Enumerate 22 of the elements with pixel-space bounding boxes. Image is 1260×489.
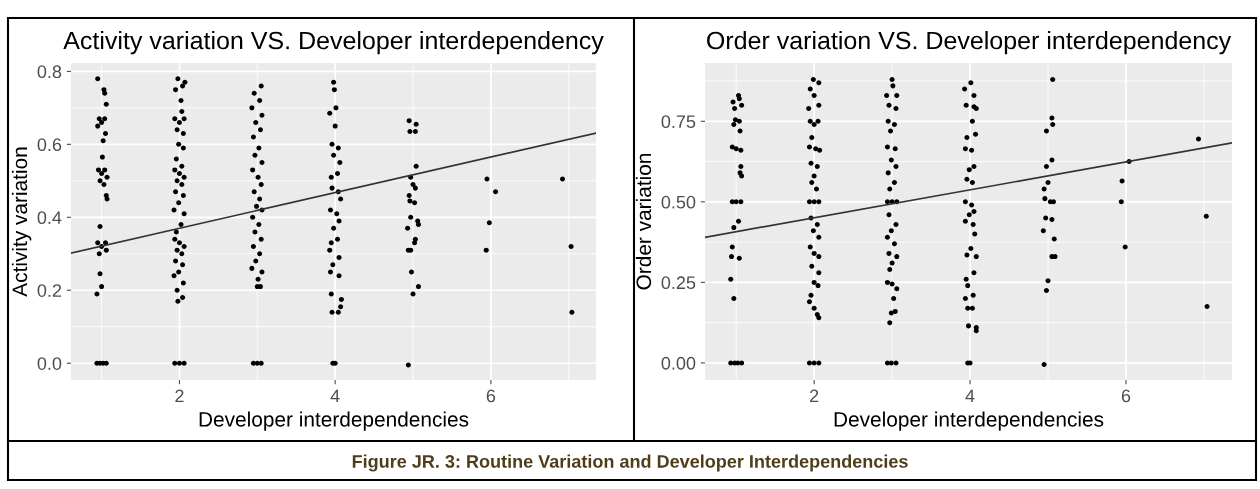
y-tick-label: 0.50 [661, 195, 696, 209]
y-tick-label: 0.4 [37, 211, 62, 225]
x-tick-label: 2 [175, 389, 184, 403]
y-axis-title: Order variation [635, 153, 652, 290]
text: Figure JR. 3: Routine Variation and Developer Interdependencies [352, 454, 908, 472]
x-tick-label: 2 [810, 389, 819, 403]
y-tick-label: 0.00 [661, 356, 696, 370]
y-tick-label: 0.8 [37, 65, 62, 79]
y-tick-label: 0.0 [37, 357, 62, 370]
chart-title: Order variation VS. Developer interdependency [707, 30, 1232, 55]
y-tick-label: 0.75 [661, 115, 696, 129]
x-tick-label: 6 [486, 389, 496, 403]
x-tick-label: 4 [965, 389, 975, 403]
y-tick-label: 0.25 [661, 276, 696, 290]
y-tick-label: 0.2 [37, 284, 62, 297]
chart-title: Activity variation VS. Developer interdependency [63, 30, 604, 55]
x-tick-label: 4 [330, 389, 340, 403]
y-axis-title: Activity variation [11, 147, 32, 297]
y-tick-label: 0.6 [37, 138, 62, 152]
x-axis-title: Developer interdependencies [199, 411, 469, 431]
x-axis-title: Developer interdependencies [834, 411, 1104, 431]
x-tick-label: 6 [1121, 389, 1131, 403]
